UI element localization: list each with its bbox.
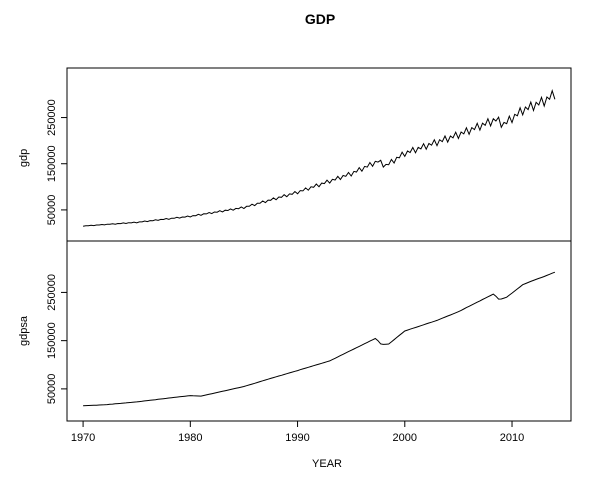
panel-gdp-y-tick-label: 50000 xyxy=(46,195,58,226)
plot-area: 50000 150000 250000 50000 150000 250000 1970 19… xyxy=(46,67,572,444)
panel-gdpsa-y-tick-label: 250000 xyxy=(46,274,58,311)
panel-gdp-y-tick-label: 250000 xyxy=(46,99,58,136)
panel-gdp-y-label: gdp xyxy=(18,149,30,167)
panel-gdpsa-y-tick-label: 50000 xyxy=(46,374,58,405)
x-tick-label: 1970 xyxy=(71,432,95,444)
x-tick-label: 2010 xyxy=(500,432,524,444)
x-axis-label: YEAR xyxy=(312,458,342,470)
x-tick-label: 1990 xyxy=(285,432,309,444)
series-gdpsa-line xyxy=(83,271,556,407)
x-tick-label: 2000 xyxy=(393,432,417,444)
series-gdp-line xyxy=(82,89,556,227)
panel-gdpsa-y-label: gdpsa xyxy=(18,315,30,346)
chart-title: GDP xyxy=(305,11,335,27)
panel-gdpsa-y-tick-label: 150000 xyxy=(46,322,58,359)
x-tick-label: 1980 xyxy=(178,432,202,444)
panel-gdp-y-tick-label: 150000 xyxy=(46,145,58,182)
panel-gdp-frame xyxy=(66,67,572,242)
panel-gdpsa-frame xyxy=(66,240,572,422)
